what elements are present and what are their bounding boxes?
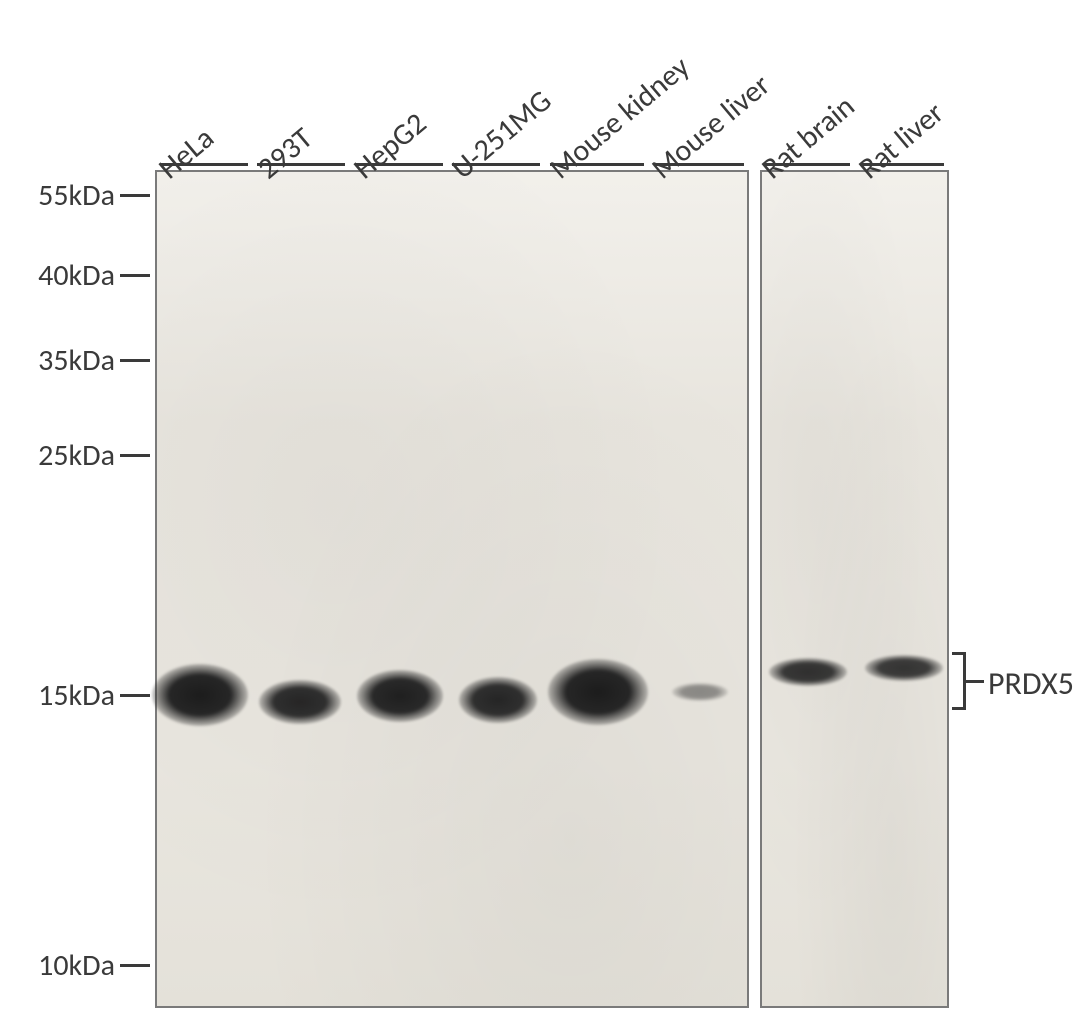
blot-panel-secondary bbox=[760, 170, 949, 1008]
mw-label: 15kDa bbox=[5, 677, 115, 714]
mw-tick bbox=[120, 694, 150, 697]
band bbox=[865, 655, 943, 681]
target-bracket bbox=[952, 652, 966, 710]
band bbox=[259, 680, 341, 724]
mw-tick bbox=[120, 194, 150, 197]
mw-tick bbox=[120, 359, 150, 362]
blot-panel-main bbox=[155, 170, 749, 1008]
mw-tick bbox=[120, 964, 150, 967]
mw-label: 40kDa bbox=[5, 257, 115, 294]
mw-tick bbox=[120, 274, 150, 277]
band bbox=[152, 664, 248, 726]
target-label: PRDX5 bbox=[988, 664, 1074, 703]
western-blot-figure: 55kDa40kDa35kDa25kDa15kDa10kDa HeLa293TH… bbox=[0, 0, 1080, 1030]
mw-label: 10kDa bbox=[5, 947, 115, 984]
band bbox=[357, 670, 443, 722]
band bbox=[769, 658, 847, 686]
mw-label: 55kDa bbox=[5, 177, 115, 214]
band bbox=[459, 677, 537, 723]
target-bracket-stem bbox=[966, 680, 984, 683]
mw-label: 35kDa bbox=[5, 342, 115, 379]
mw-tick bbox=[120, 454, 150, 457]
band bbox=[548, 659, 648, 725]
mw-label: 25kDa bbox=[5, 437, 115, 474]
band bbox=[672, 683, 728, 701]
